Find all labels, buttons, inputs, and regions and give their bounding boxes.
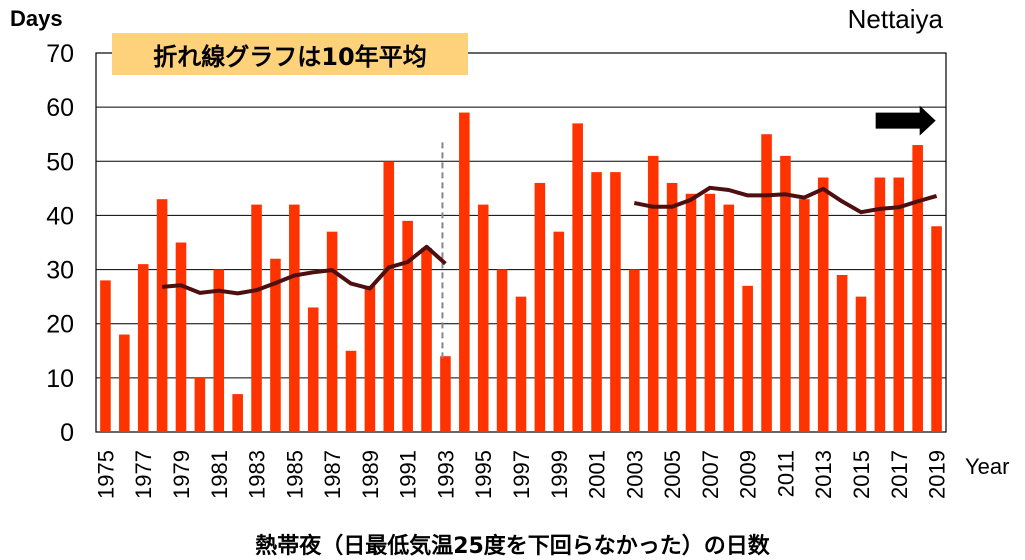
bar (685, 193, 697, 432)
bar (761, 134, 772, 432)
bar (194, 377, 206, 432)
moving-average-line (633, 185, 938, 215)
bar (704, 193, 716, 432)
y-tick-label: 60 (46, 94, 74, 122)
bar (666, 182, 678, 432)
x-tick-label: 2005 (660, 450, 685, 499)
moving-average-line (161, 244, 447, 296)
bar (402, 220, 413, 432)
bar (799, 199, 810, 432)
x-tick-label: 2001 (585, 450, 610, 499)
bar (440, 356, 451, 432)
x-tick-label: 2013 (811, 450, 836, 499)
bar (175, 242, 187, 432)
bar (515, 296, 527, 432)
y-tick-label: 30 (46, 257, 74, 285)
x-tick-label: 1987 (320, 450, 345, 499)
x-tick-label: 2003 (622, 450, 647, 499)
bar (893, 177, 905, 432)
x-tick-label: 2019 (925, 450, 950, 499)
bar (459, 112, 470, 433)
bar (345, 350, 357, 432)
bar (591, 172, 602, 432)
bar (723, 204, 735, 432)
bar (251, 204, 262, 432)
x-tick-label: 1997 (509, 450, 534, 499)
arrow-icon (875, 105, 936, 136)
x-tick-label: 1979 (169, 450, 194, 499)
y-tick-label: 0 (60, 419, 74, 447)
bar (742, 285, 753, 432)
x-tick-label: 1993 (433, 450, 458, 499)
bar (477, 204, 489, 432)
bar (270, 258, 281, 432)
bar (307, 307, 319, 432)
y-tick-label: 10 (46, 365, 74, 393)
x-axis-title: Year (965, 454, 1010, 479)
y-axis-title: Days (10, 6, 63, 31)
x-tick-label: 2011 (773, 450, 798, 497)
moving-average-note: 折れ線グラフは10年平均 (112, 33, 468, 75)
x-tick-label: 1981 (207, 450, 232, 499)
x-tick-label: 1977 (131, 450, 156, 499)
bar (119, 334, 130, 432)
bar (137, 264, 149, 432)
bar (496, 269, 508, 432)
bar (383, 161, 395, 433)
bar (780, 155, 791, 432)
x-tick-label: 1995 (471, 450, 496, 499)
bar (326, 231, 338, 432)
bar (836, 274, 848, 432)
bar (421, 247, 432, 432)
x-tick-label: 1999 (547, 450, 572, 499)
y-tick-label: 20 (46, 311, 74, 339)
x-tick-label: 1991 (396, 450, 421, 499)
bar (534, 182, 546, 432)
bar (572, 123, 583, 432)
bar (931, 226, 942, 432)
bar (156, 199, 168, 432)
x-tick-label: 1983 (245, 450, 270, 499)
bar (100, 280, 111, 432)
chart-title: Nettaiya (847, 4, 943, 34)
x-tick-label: 1985 (282, 450, 307, 499)
y-tick-label: 40 (46, 202, 74, 230)
x-tick-label: 2009 (736, 450, 761, 499)
x-tick-label: 1975 (93, 450, 118, 499)
bar (629, 269, 640, 432)
x-tick-label: 2015 (849, 450, 874, 499)
bar (610, 172, 621, 432)
bar (874, 177, 886, 432)
bar (912, 145, 923, 433)
x-tick-label: 2017 (887, 450, 912, 499)
y-tick-label: 50 (46, 148, 74, 176)
x-tick-label: 1989 (358, 450, 383, 499)
bar (232, 394, 243, 432)
x-tick-label: 2007 (698, 450, 723, 499)
bar (213, 269, 225, 432)
y-tick-label: 70 (46, 40, 74, 68)
chart-caption: 熱帯夜（日最低気温25度を下回らなかった）の日数 (255, 534, 770, 559)
bar (855, 296, 867, 432)
bar (647, 155, 659, 432)
bar (289, 204, 300, 432)
bar (817, 177, 829, 432)
bar (553, 231, 565, 432)
bar (364, 285, 376, 432)
